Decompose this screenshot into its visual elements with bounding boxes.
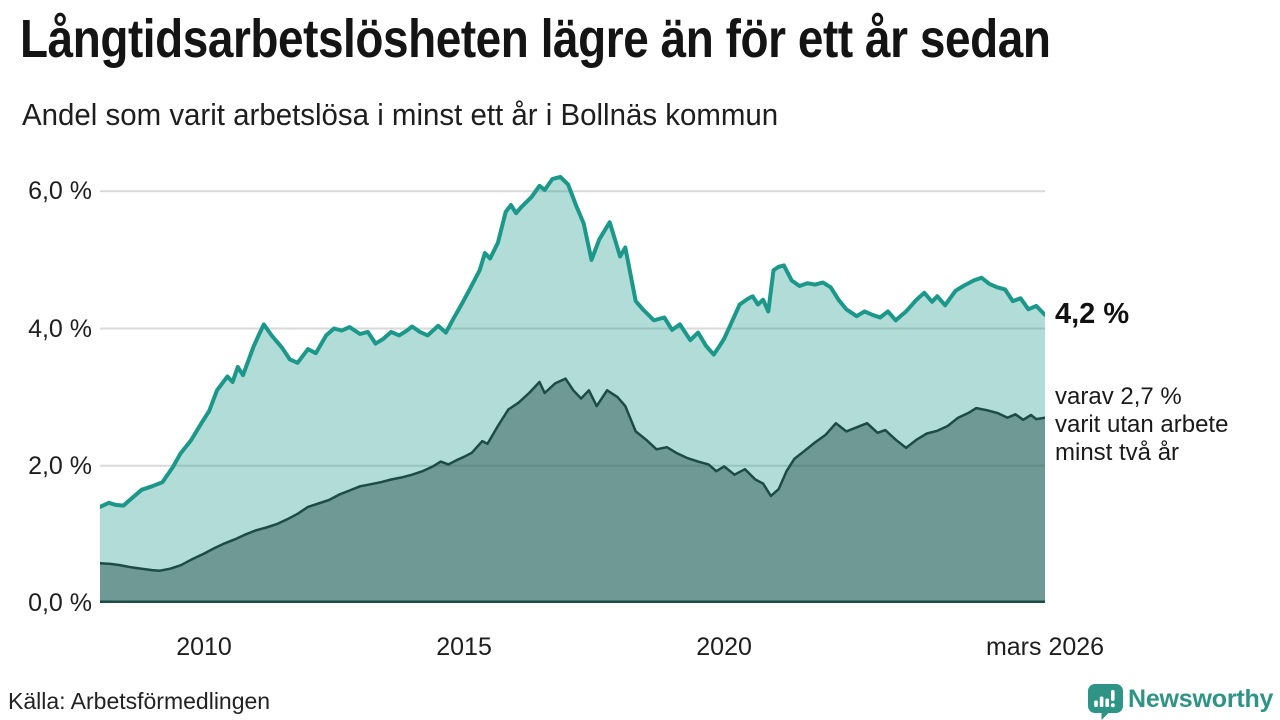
latest-value-label: 4,2 % — [1055, 298, 1130, 330]
newsworthy-logo: Newsworthy — [1087, 683, 1273, 720]
page-title: Långtidsarbetslösheten lägre än för ett … — [20, 9, 1051, 69]
x-tick-label: mars 2026 — [985, 633, 1105, 661]
annotation-line: varit utan arbete — [1055, 411, 1229, 438]
y-tick-label: 4,0 % — [28, 314, 92, 343]
newsworthy-wordmark: Newsworthy — [1128, 685, 1274, 713]
newsworthy-bubble-chart-icon — [1088, 684, 1123, 720]
x-tick-label: 2010 — [176, 633, 232, 661]
series-area-2 — [100, 378, 1045, 603]
chart-subtitle: Andel som varit arbetslösa i minst ett å… — [22, 97, 779, 132]
y-tick-label: 2,0 % — [28, 451, 92, 480]
annotation-line: varav 2,7 % — [1055, 383, 1182, 410]
series-line-2 — [100, 377, 1045, 572]
source-credit: Källa: Arbetsförmedlingen — [8, 688, 271, 714]
x-tick-label: 2015 — [436, 633, 492, 661]
series-line-1 — [100, 174, 1045, 509]
annotation-line: minst två år — [1055, 439, 1180, 466]
y-tick-label: 0,0 % — [28, 589, 92, 617]
area-chart — [100, 174, 1045, 603]
secondary-series-annotation: varav 2,7 % varit utan arbete minst två … — [1055, 383, 1228, 467]
y-tick-label: 6,0 % — [28, 177, 92, 206]
x-tick-label: 2020 — [696, 633, 752, 661]
